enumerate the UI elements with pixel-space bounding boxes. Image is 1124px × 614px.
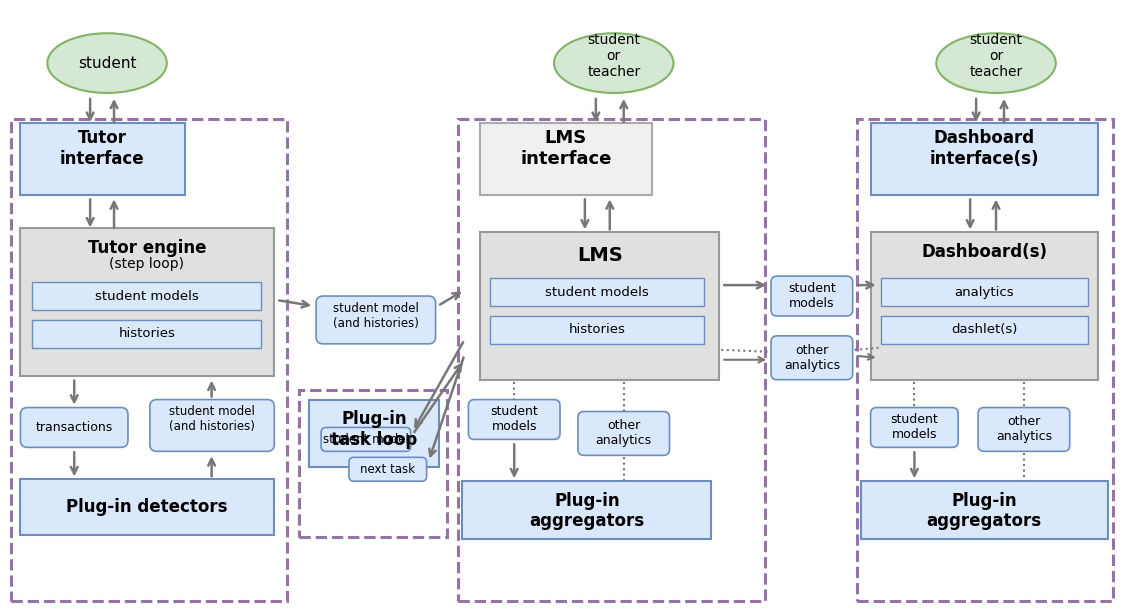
Text: student models: student models (96, 290, 199, 303)
Text: student
models: student models (788, 282, 836, 310)
Ellipse shape (47, 33, 166, 93)
Text: other
analytics: other analytics (596, 419, 652, 448)
Text: student models: student models (545, 286, 649, 298)
Text: (step loop): (step loop) (109, 257, 184, 271)
FancyBboxPatch shape (348, 457, 427, 481)
Ellipse shape (936, 33, 1055, 93)
Bar (462, 481, 711, 539)
Bar (490, 278, 705, 306)
FancyBboxPatch shape (469, 400, 560, 440)
Text: Plug-in
task loop: Plug-in task loop (330, 410, 417, 449)
Bar (33, 282, 262, 310)
FancyBboxPatch shape (871, 408, 958, 448)
Text: Tutor
interface: Tutor interface (60, 130, 144, 168)
FancyBboxPatch shape (20, 408, 128, 448)
FancyBboxPatch shape (978, 408, 1070, 451)
Text: student
models: student models (890, 413, 939, 441)
Text: Dashboard(s): Dashboard(s) (921, 243, 1048, 261)
FancyBboxPatch shape (149, 400, 274, 451)
Text: student
models: student models (490, 405, 538, 433)
Text: dashlet(s): dashlet(s) (951, 324, 1017, 336)
Text: student
or
teacher: student or teacher (587, 33, 641, 79)
Text: histories: histories (569, 324, 625, 336)
Bar (861, 481, 1107, 539)
Bar (20, 123, 184, 195)
Bar (309, 400, 438, 467)
Text: other
analytics: other analytics (783, 344, 840, 371)
Text: Dashboard
interface(s): Dashboard interface(s) (930, 130, 1039, 168)
Bar (20, 479, 274, 535)
Text: Plug-in
aggregators: Plug-in aggregators (926, 492, 1042, 530)
FancyBboxPatch shape (771, 276, 853, 316)
Bar (880, 316, 1088, 344)
Text: LMS
interface: LMS interface (520, 130, 611, 168)
Text: Plug-in detectors: Plug-in detectors (66, 498, 228, 516)
Bar (33, 320, 262, 348)
Bar (480, 123, 652, 195)
Text: student model: student model (323, 433, 409, 446)
Text: LMS: LMS (577, 246, 623, 265)
FancyBboxPatch shape (578, 411, 670, 456)
Bar (871, 123, 1097, 195)
Bar (480, 232, 719, 379)
Text: transactions: transactions (36, 421, 112, 434)
Bar (490, 316, 705, 344)
Bar (459, 119, 765, 600)
Text: student
or
teacher: student or teacher (969, 33, 1023, 79)
Bar (856, 119, 1114, 600)
Text: student model
(and histories): student model (and histories) (169, 405, 254, 433)
Text: student: student (78, 56, 136, 71)
Text: other
analytics: other analytics (996, 416, 1052, 443)
Bar (880, 278, 1088, 306)
Bar (871, 232, 1097, 379)
Text: student model
(and histories): student model (and histories) (333, 302, 419, 330)
Text: histories: histories (118, 327, 175, 340)
Text: Tutor engine: Tutor engine (88, 239, 206, 257)
Text: next task: next task (361, 463, 415, 476)
Text: Plug-in
aggregators: Plug-in aggregators (529, 492, 644, 530)
FancyBboxPatch shape (321, 427, 410, 451)
Bar (20, 228, 274, 376)
Bar (10, 119, 288, 600)
Text: analytics: analytics (954, 286, 1014, 298)
FancyBboxPatch shape (316, 296, 436, 344)
Ellipse shape (554, 33, 673, 93)
FancyBboxPatch shape (771, 336, 853, 379)
Bar (299, 390, 446, 537)
